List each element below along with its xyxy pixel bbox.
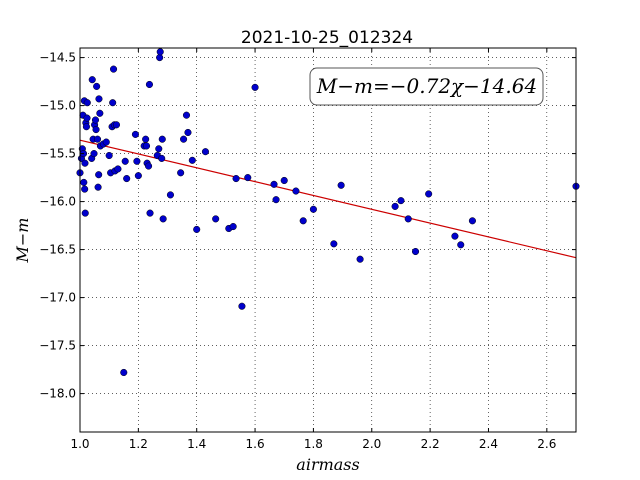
data-point bbox=[280, 176, 288, 185]
data-point bbox=[457, 241, 465, 249]
x-tick-label: 2.4 bbox=[479, 437, 498, 451]
chart-title: 2021-10-25_012324 bbox=[241, 28, 413, 48]
y-tick-label: −16.0 bbox=[39, 195, 76, 209]
data-point bbox=[93, 82, 101, 90]
data-point bbox=[81, 185, 89, 193]
data-point bbox=[337, 181, 345, 189]
data-point bbox=[131, 130, 139, 138]
data-point bbox=[92, 126, 100, 134]
data-point bbox=[88, 76, 96, 84]
data-point bbox=[356, 255, 364, 263]
axis-ticks: 1.0 1.2 1.4 1.6 1.8 2.0 2.2 2.4 2.6 −14.5 −15.0 −15… bbox=[39, 48, 576, 451]
y-tick-label: −15.0 bbox=[39, 99, 76, 113]
data-point bbox=[95, 171, 103, 179]
data-point bbox=[112, 121, 121, 129]
data-point bbox=[142, 142, 151, 150]
data-point bbox=[411, 247, 420, 256]
data-point bbox=[142, 135, 150, 143]
y-axis-label: M−m bbox=[13, 218, 32, 264]
data-point bbox=[82, 123, 90, 131]
y-tick-label: −18.0 bbox=[39, 387, 76, 401]
data-point bbox=[158, 154, 166, 162]
equation-text: M−m=−0.72χ−14.64 bbox=[316, 74, 537, 98]
data-point bbox=[309, 205, 317, 213]
data-point bbox=[299, 217, 307, 225]
y-tick-label: −15.5 bbox=[39, 147, 76, 161]
plot-frame bbox=[79, 47, 577, 433]
data-point bbox=[180, 135, 188, 143]
data-point bbox=[123, 175, 131, 183]
data-point bbox=[270, 180, 278, 188]
grid bbox=[79, 48, 576, 432]
data-point bbox=[110, 65, 118, 73]
data-point bbox=[182, 111, 191, 119]
data-point bbox=[120, 368, 128, 377]
data-point bbox=[451, 232, 459, 240]
data-point bbox=[134, 172, 142, 180]
data-point bbox=[145, 162, 153, 170]
data-point bbox=[109, 99, 117, 107]
data-point bbox=[391, 202, 399, 210]
y-tick-label: −17.5 bbox=[39, 339, 76, 353]
data-point bbox=[468, 217, 476, 225]
data-point bbox=[81, 159, 89, 167]
data-point bbox=[94, 183, 102, 191]
data-point bbox=[121, 157, 129, 165]
equation-annotation: M−m=−0.72χ−14.64 bbox=[309, 67, 544, 106]
x-tick-label: 1.6 bbox=[246, 437, 265, 451]
data-point bbox=[193, 225, 201, 233]
data-point bbox=[184, 128, 192, 137]
data-point bbox=[81, 209, 89, 217]
data-point bbox=[212, 215, 220, 223]
data-point bbox=[80, 178, 88, 186]
data-point bbox=[404, 215, 412, 223]
data-point bbox=[251, 83, 259, 91]
data-point bbox=[90, 150, 98, 158]
equation-box bbox=[309, 67, 544, 106]
data-point bbox=[155, 145, 163, 153]
data-point bbox=[232, 175, 240, 183]
data-point bbox=[238, 302, 246, 310]
data-point bbox=[95, 95, 103, 103]
data-point bbox=[397, 197, 405, 205]
data-point bbox=[96, 109, 104, 117]
data-point bbox=[166, 191, 174, 199]
data-point bbox=[330, 240, 338, 248]
data-point bbox=[201, 148, 210, 156]
x-tick-label: 1.0 bbox=[70, 437, 89, 451]
data-point bbox=[146, 209, 154, 217]
data-point bbox=[159, 215, 167, 223]
data-point bbox=[114, 165, 122, 173]
x-axis-label: airmass bbox=[296, 455, 359, 474]
data-point bbox=[93, 135, 102, 143]
data-points bbox=[76, 48, 580, 377]
data-point bbox=[292, 187, 300, 195]
data-point bbox=[105, 151, 113, 160]
y-tick-label: −17.0 bbox=[39, 291, 76, 305]
data-point bbox=[102, 138, 110, 146]
data-point bbox=[272, 196, 280, 204]
data-point bbox=[158, 135, 166, 143]
data-point bbox=[188, 156, 196, 164]
x-tick-label: 1.8 bbox=[304, 437, 323, 451]
y-tick-label: −14.5 bbox=[39, 51, 76, 65]
data-point bbox=[83, 114, 91, 122]
x-tick-label: 2.0 bbox=[362, 437, 381, 451]
data-point bbox=[425, 190, 433, 198]
data-point bbox=[83, 99, 91, 107]
data-point bbox=[145, 80, 153, 89]
y-tick-label: −16.5 bbox=[39, 243, 76, 257]
x-tick-label: 2.2 bbox=[421, 437, 440, 451]
x-tick-label: 2.6 bbox=[537, 437, 556, 451]
data-point bbox=[229, 223, 237, 231]
data-point bbox=[133, 157, 141, 165]
x-tick-label: 1.2 bbox=[129, 437, 148, 451]
data-point bbox=[156, 48, 164, 56]
data-point bbox=[91, 116, 100, 124]
data-point bbox=[244, 174, 252, 182]
x-tick-label: 1.4 bbox=[187, 437, 206, 451]
data-point bbox=[177, 169, 185, 177]
